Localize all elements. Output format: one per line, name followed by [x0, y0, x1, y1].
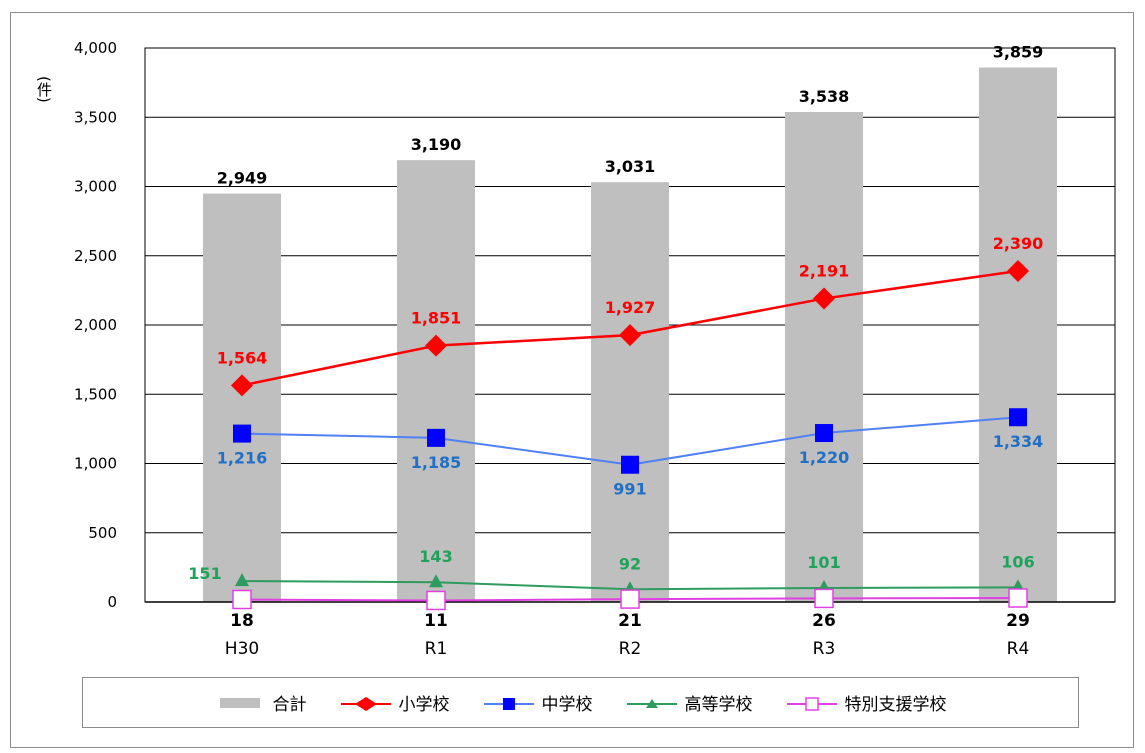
special-support-count: 21: [618, 611, 642, 631]
y-tick-label: 500: [88, 524, 117, 542]
legend-item-special-support: 特別支援学校: [786, 690, 947, 715]
legend-label-special-support: 特別支援学校: [844, 695, 947, 715]
bar-total: [591, 182, 669, 603]
y-tick-label: 2,000: [74, 316, 117, 334]
bar-total-label: 3,859: [993, 43, 1044, 62]
bar-total-label: 2,949: [217, 169, 268, 188]
marker-open-square: [620, 589, 640, 609]
legend-label-elementary: 小学校: [398, 695, 450, 715]
legend-label-junior-high: 中学校: [541, 695, 593, 715]
legend-label-total: 合計: [272, 695, 307, 715]
y-tick-label: 4,000: [74, 39, 117, 57]
high-school-label: 92: [619, 554, 641, 573]
high-school-label: 143: [419, 547, 452, 566]
bar-total-label: 3,190: [411, 135, 462, 154]
special-support-count: 11: [424, 611, 448, 631]
chart-frame: [10, 12, 1134, 748]
marker-diamond: [619, 324, 641, 347]
legend-item-total: 合計: [215, 690, 307, 715]
elementary-label: 1,851: [411, 309, 462, 328]
bar-total: [785, 111, 863, 602]
marker-square: [233, 424, 251, 443]
y-tick-label: 1,000: [74, 455, 117, 473]
special-support-count: 18: [230, 611, 254, 631]
junior-high-label: 1,220: [799, 448, 850, 467]
special-support-count: 29: [1006, 611, 1030, 631]
legend-bar-icon: [215, 696, 265, 710]
y-tick-label: 1,500: [74, 385, 117, 403]
marker-diamond: [231, 374, 253, 397]
high-school-label: 151: [188, 564, 221, 583]
x-tick-label: H30: [225, 639, 259, 659]
legend-square-icon: [483, 696, 534, 710]
legend-label-high-school: 高等学校: [684, 695, 753, 715]
elementary-label: 1,564: [217, 348, 268, 367]
bar-total-label: 3,538: [799, 87, 850, 106]
junior-high-label: 991: [613, 480, 646, 499]
marker-square: [427, 428, 445, 447]
unit-label: (件): [35, 76, 53, 103]
junior-high-label: 1,185: [411, 453, 462, 472]
legend-item-high-school: 高等学校: [626, 690, 753, 715]
marker-open-square: [232, 589, 252, 610]
high-school-label: 106: [1001, 552, 1034, 571]
marker-square: [1009, 408, 1027, 427]
bar-total-label: 3,031: [605, 157, 656, 176]
bar-total: [979, 67, 1057, 602]
special-support-count: 26: [812, 611, 836, 631]
high-school-label: 101: [807, 553, 840, 572]
x-tick-label: R1: [425, 639, 448, 659]
y-tick-label: 3,500: [74, 108, 117, 126]
marker-open-square: [814, 588, 834, 609]
legend: 合計 小学校 中学校 高等学校 特別支援学校: [82, 677, 1079, 728]
bar-total: [203, 193, 281, 602]
elementary-label: 1,927: [605, 298, 656, 317]
x-tick-label: R4: [1007, 639, 1030, 659]
marker-square: [815, 424, 833, 443]
y-tick-label: 2,500: [74, 247, 117, 265]
bar-total: [397, 160, 475, 602]
elementary-label: 2,390: [993, 234, 1044, 253]
marker-square: [621, 455, 639, 474]
marker-triangle: [429, 574, 443, 588]
marker-diamond: [813, 287, 835, 310]
y-tick-label: 0: [107, 593, 117, 611]
legend-open-square-icon: [786, 696, 837, 711]
legend-diamond-icon: [340, 696, 391, 711]
junior-high-label: 1,216: [217, 449, 268, 468]
marker-diamond: [425, 334, 447, 357]
marker-triangle: [235, 573, 249, 587]
y-tick-label: 3,000: [74, 178, 117, 196]
marker-diamond: [1007, 259, 1029, 282]
legend-item-elementary: 小学校: [340, 690, 450, 715]
marker-open-square: [1008, 588, 1028, 608]
elementary-label: 2,191: [799, 262, 850, 281]
x-tick-label: R2: [619, 639, 642, 659]
legend-item-junior-high: 中学校: [483, 690, 593, 715]
legend-triangle-icon: [626, 696, 677, 710]
x-tick-label: R3: [813, 639, 836, 659]
junior-high-label: 1,334: [993, 432, 1044, 451]
marker-open-square: [426, 590, 446, 611]
